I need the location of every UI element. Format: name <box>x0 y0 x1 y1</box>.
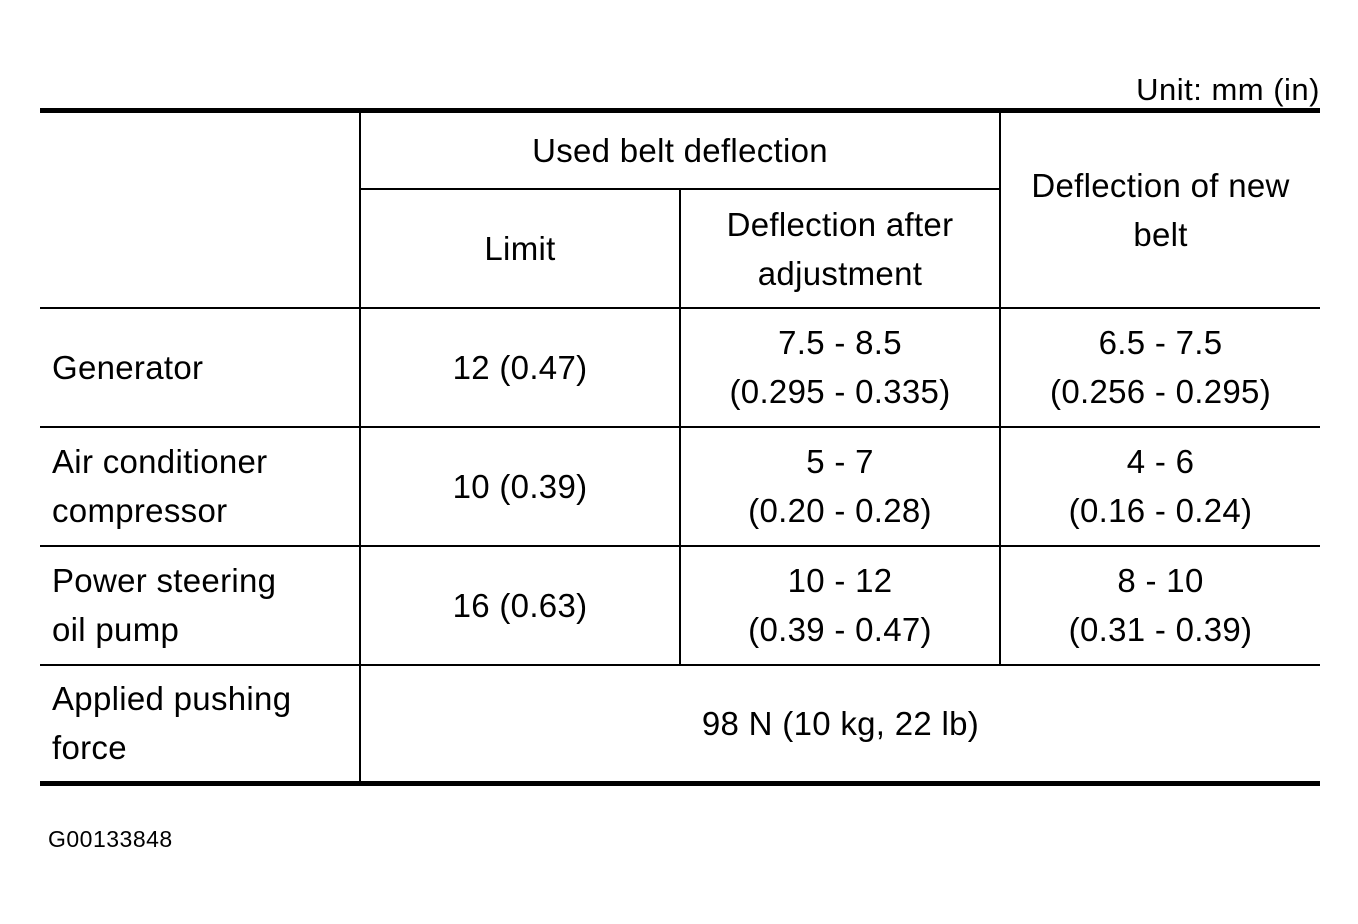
header-used-belt-deflection: Used belt deflection <box>358 110 1002 191</box>
row-label-line: oil pump <box>52 611 180 649</box>
figure-id: G00133848 <box>48 826 173 852</box>
cell-limit: 16 (0.63) <box>359 544 681 666</box>
cell-line-in: (0.39 - 0.47) <box>748 611 932 649</box>
row-label-power-steering: Power steering oil pump <box>40 544 361 666</box>
cell-line-in: (0.256 - 0.295) <box>1050 373 1271 411</box>
table-row-generator: Generator 12 (0.47) 7.5 - 8.5 (0.295 - 0… <box>40 306 1321 428</box>
cell-line-mm: 6.5 - 7.5 <box>1098 324 1223 362</box>
cell-limit: 12 (0.47) <box>359 306 681 428</box>
belt-deflection-table: Used belt deflection Deflection of new b… <box>40 108 1321 786</box>
header-new-belt-line-2: belt <box>1133 215 1188 253</box>
header-new-belt-deflection: Deflection of new belt <box>999 110 1321 309</box>
table-row-power-steering: Power steering oil pump 16 (0.63) 10 - 1… <box>40 544 1321 666</box>
cell-new-belt: 8 - 10 (0.31 - 0.39) <box>999 544 1321 666</box>
cell-line-mm: 8 - 10 <box>1117 562 1204 600</box>
cell-limit: 10 (0.39) <box>359 425 681 547</box>
header-new-belt-line-1: Deflection of new <box>1031 166 1290 204</box>
row-label-line: Applied pushing <box>52 680 292 718</box>
cell-after-adjustment: 5 - 7 (0.20 - 0.28) <box>678 425 1002 547</box>
cell-pushing-force-value: 98 N (10 kg, 22 lb) <box>358 663 1321 784</box>
header-empty-cell <box>40 110 361 309</box>
header-row-group: Used belt deflection Deflection of new b… <box>40 110 1321 309</box>
cell-line-in: (0.20 - 0.28) <box>748 492 932 530</box>
row-label-pushing-force: Applied pushing force <box>40 663 361 784</box>
header-after-adjustment-line-2: adjustment <box>757 254 923 292</box>
cell-line-in: (0.16 - 0.24) <box>1068 492 1253 530</box>
cell-line-mm: 10 - 12 <box>787 562 893 600</box>
unit-note: Unit: mm (in) <box>1136 72 1320 107</box>
cell-after-adjustment: 10 - 12 (0.39 - 0.47) <box>678 544 1002 666</box>
table-row-air-conditioner: Air conditioner compressor 10 (0.39) 5 -… <box>40 425 1321 547</box>
header-row-sub: Limit Deflection after adjustment <box>40 188 1320 309</box>
table-row-pushing-force: Applied pushing force 98 N (10 kg, 22 lb… <box>40 663 1321 784</box>
header-limit: Limit <box>360 188 681 309</box>
cell-new-belt: 6.5 - 7.5 (0.256 - 0.295) <box>999 306 1321 428</box>
row-label-line: compressor <box>52 492 228 530</box>
cell-after-adjustment: 7.5 - 8.5 (0.295 - 0.335) <box>678 306 1002 428</box>
cell-line-in: (0.31 - 0.39) <box>1068 611 1253 649</box>
cell-line-mm: 5 - 7 <box>806 443 874 481</box>
row-label-line: Generator <box>52 348 204 386</box>
row-label-air-conditioner: Air conditioner compressor <box>40 425 361 547</box>
cell-line-in: (0.295 - 0.335) <box>729 373 951 411</box>
header-after-adjustment: Deflection after adjustment <box>678 188 1001 309</box>
cell-line-mm: 4 - 6 <box>1126 443 1195 481</box>
row-label-generator: Generator <box>40 306 361 428</box>
row-label-line: force <box>52 729 127 767</box>
cell-new-belt: 4 - 6 (0.16 - 0.24) <box>999 425 1321 547</box>
header-after-adjustment-line-1: Deflection after <box>726 205 954 243</box>
row-label-line: Power steering <box>52 562 277 600</box>
row-label-line: Air conditioner <box>52 443 268 481</box>
cell-line-mm: 7.5 - 8.5 <box>778 324 902 362</box>
